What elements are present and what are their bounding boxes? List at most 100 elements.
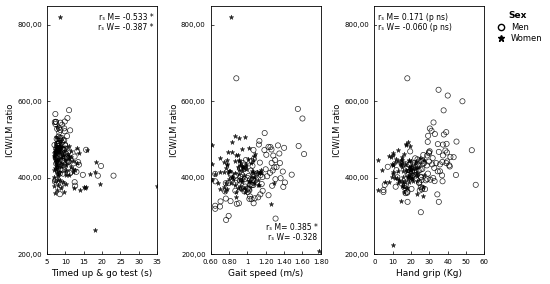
Point xyxy=(59,171,68,176)
Point xyxy=(425,149,434,154)
Point xyxy=(72,170,81,174)
Point xyxy=(263,174,272,179)
Point xyxy=(272,165,281,169)
Point xyxy=(249,172,258,177)
Point xyxy=(405,165,414,170)
Point xyxy=(252,171,261,176)
Point xyxy=(394,181,403,186)
Point xyxy=(56,183,65,188)
Point xyxy=(278,169,287,174)
Point xyxy=(53,127,62,131)
Point xyxy=(287,172,296,177)
Point xyxy=(53,150,62,155)
Point xyxy=(425,150,433,154)
Point xyxy=(389,172,398,176)
Point xyxy=(399,181,408,185)
Point xyxy=(430,179,439,183)
Point xyxy=(50,183,59,188)
Point xyxy=(64,144,73,148)
Point xyxy=(430,166,439,170)
Point xyxy=(392,176,401,180)
Point xyxy=(224,169,233,174)
Point xyxy=(50,150,59,154)
Point xyxy=(53,188,62,193)
Point xyxy=(80,186,89,190)
Point xyxy=(58,147,67,152)
Point xyxy=(236,186,245,191)
Point xyxy=(410,168,419,172)
Point xyxy=(56,139,65,143)
Point xyxy=(443,159,452,164)
Point xyxy=(405,167,414,172)
Point xyxy=(237,165,246,169)
Point xyxy=(413,157,422,162)
Point xyxy=(51,179,59,184)
Point xyxy=(446,164,454,169)
Point xyxy=(400,183,409,188)
Point xyxy=(61,156,70,161)
Point xyxy=(238,165,247,170)
Point xyxy=(235,178,244,183)
Point xyxy=(227,150,236,154)
Point xyxy=(69,167,78,172)
Point xyxy=(240,166,249,171)
Point xyxy=(53,146,62,151)
Point xyxy=(211,179,219,183)
Point xyxy=(399,185,408,189)
Point xyxy=(73,146,81,151)
Point xyxy=(239,161,248,165)
Point xyxy=(261,167,270,172)
Point xyxy=(425,159,433,164)
Point xyxy=(412,170,421,175)
Point xyxy=(53,145,62,150)
Point xyxy=(235,166,244,170)
Point xyxy=(238,186,246,191)
Point xyxy=(229,177,238,181)
Point xyxy=(51,112,60,116)
Point xyxy=(60,146,69,151)
Point xyxy=(260,131,269,135)
Point xyxy=(424,133,432,138)
Point xyxy=(244,157,252,161)
Point xyxy=(404,175,412,179)
Point xyxy=(403,76,412,81)
Point xyxy=(244,179,253,184)
Point xyxy=(471,183,480,187)
Point xyxy=(248,169,257,174)
Point xyxy=(243,187,252,191)
Point xyxy=(240,172,249,177)
Point xyxy=(75,162,84,167)
Point xyxy=(433,169,442,174)
Point xyxy=(68,169,77,174)
Point xyxy=(57,185,66,190)
Point xyxy=(54,141,63,145)
Point xyxy=(238,147,246,151)
Point xyxy=(56,137,65,142)
Point xyxy=(275,151,284,156)
Point xyxy=(60,138,69,143)
Point xyxy=(56,145,64,149)
Point xyxy=(221,180,230,185)
Point xyxy=(413,174,422,179)
Point xyxy=(245,180,254,185)
Point xyxy=(76,188,85,193)
X-axis label: Hand grip (Kg): Hand grip (Kg) xyxy=(397,270,463,278)
Point xyxy=(249,174,258,179)
Point xyxy=(82,147,91,152)
Point xyxy=(406,149,415,154)
Point xyxy=(54,164,63,169)
Point xyxy=(224,214,233,218)
Point xyxy=(54,142,63,146)
Point xyxy=(419,153,428,157)
Point xyxy=(211,203,219,208)
Point xyxy=(294,107,302,111)
Point xyxy=(55,130,64,135)
Point xyxy=(280,180,289,185)
Point xyxy=(241,161,250,166)
Y-axis label: ICW/LM ratio: ICW/LM ratio xyxy=(6,103,14,157)
Point xyxy=(280,146,289,150)
Point xyxy=(408,166,417,171)
Point xyxy=(427,128,436,133)
Point xyxy=(271,158,279,162)
Point xyxy=(62,163,70,167)
